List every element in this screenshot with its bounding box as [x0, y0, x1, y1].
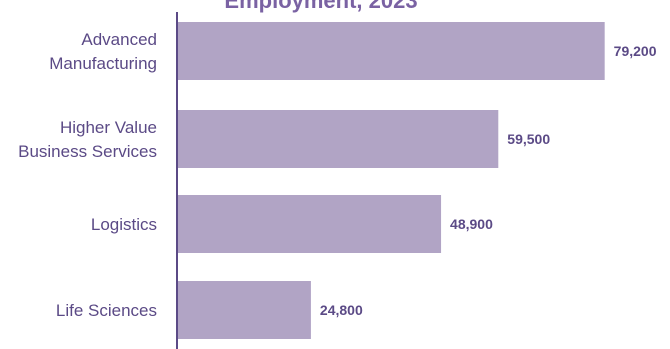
bar — [177, 22, 605, 80]
category-label: Life Sciences — [56, 301, 157, 320]
category-label: Advanced Manufacturing — [49, 30, 157, 73]
category-labels-layer: Advanced Manufacturing Higher Value Busines… — [18, 30, 157, 320]
value-label: 59,500 — [507, 131, 550, 147]
value-labels-layer: 79,200 59,500 48,900 24,800 — [320, 43, 657, 318]
category-label-line: Logistics — [91, 215, 157, 234]
value-label: 48,900 — [450, 216, 493, 232]
bar — [177, 195, 442, 253]
category-label: Higher Value Business Services — [18, 118, 157, 161]
category-label-line: Life Sciences — [56, 301, 157, 320]
bar — [177, 110, 499, 168]
chart-title: Employment, 2023 — [224, 0, 417, 13]
bar — [177, 281, 311, 339]
bars-layer — [177, 22, 605, 339]
category-label-line: Manufacturing — [49, 54, 157, 73]
category-label-line: Advanced — [81, 30, 157, 49]
value-label: 79,200 — [614, 43, 657, 59]
category-label-line: Higher Value — [60, 118, 157, 137]
category-label-line: Business Services — [18, 142, 157, 161]
value-label: 24,800 — [320, 302, 363, 318]
category-label: Logistics — [91, 215, 157, 234]
